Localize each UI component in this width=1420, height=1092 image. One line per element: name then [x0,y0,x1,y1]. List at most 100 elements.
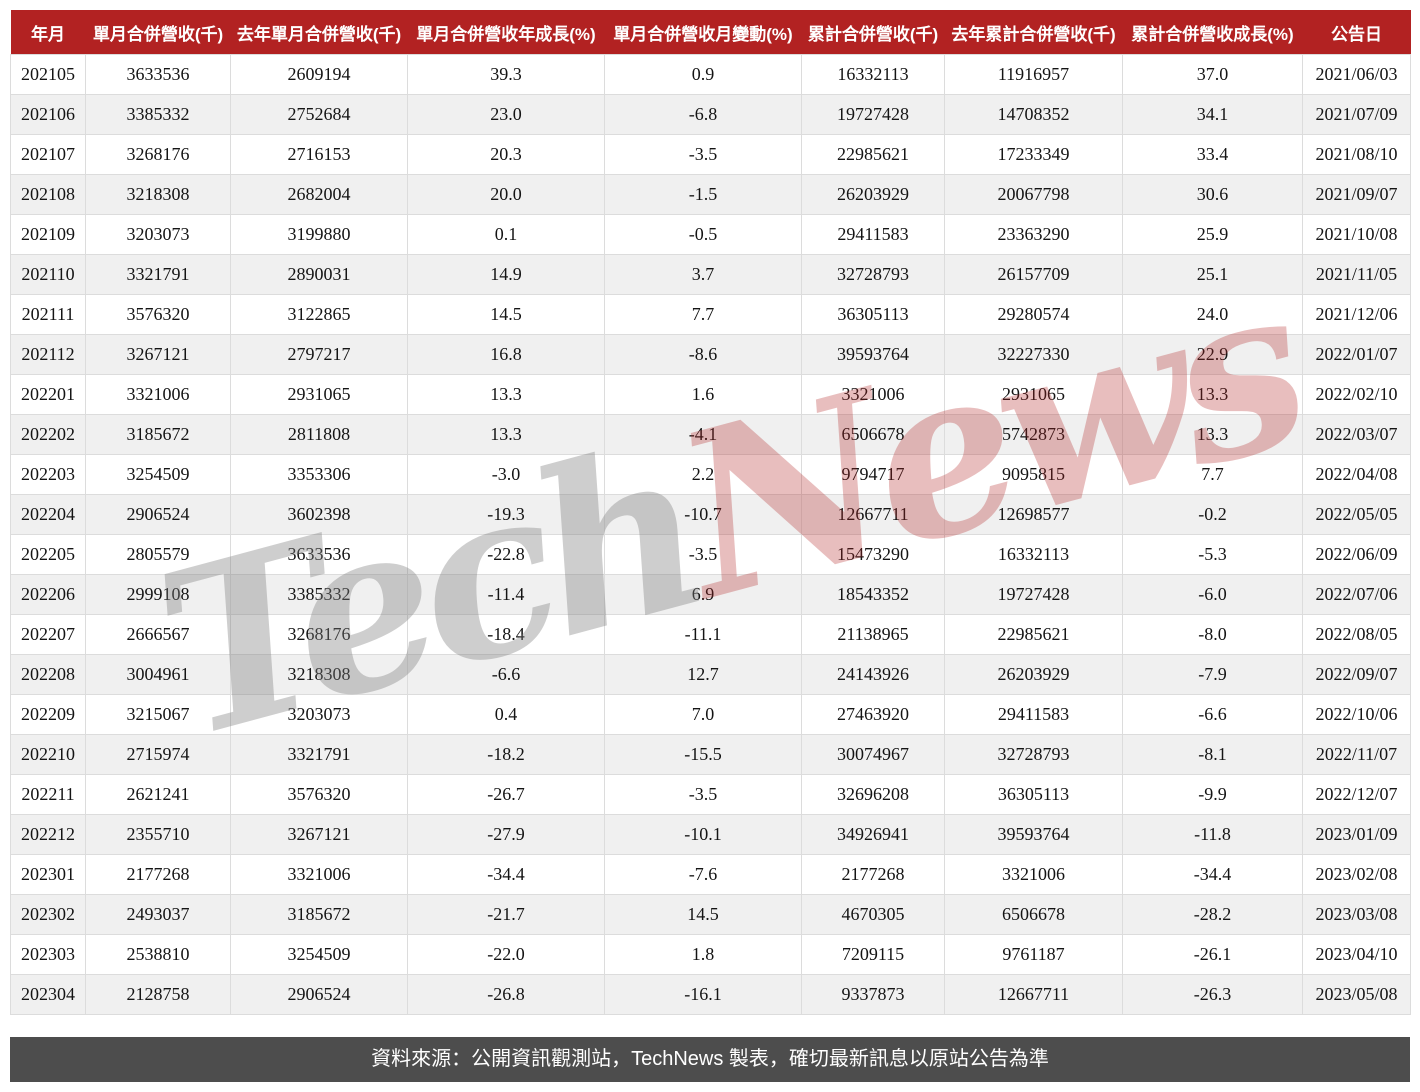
table-row: 202111 3576320 3122865 14.5 7.7 36305113… [10,294,1411,335]
column-header-last-year-cumulative-revenue: 去年累計合併營收(千) [944,10,1123,55]
table-cell: 3576320 [85,294,231,335]
table-cell: 2752684 [230,94,408,135]
announce-date-cell: 2022/03/07 [1302,414,1411,455]
table-row: 202304 2128758 2906524 -26.8 -16.1 93378… [10,974,1411,1015]
table-row: 202212 2355710 3267121 -27.9 -10.1 34926… [10,814,1411,855]
table-cell: 12667711 [944,974,1123,1015]
table-cell: 13.3 [407,414,605,455]
table-cell: 2621241 [85,774,231,815]
table-cell: 20.3 [407,134,605,175]
announce-date-cell: 2023/03/08 [1302,894,1411,935]
table-cell: 30.6 [1122,174,1303,215]
table-cell: 36305113 [801,294,945,335]
table-cell: 5742873 [944,414,1123,455]
table-cell: -8.1 [1122,734,1303,775]
table-cell: -15.5 [604,734,802,775]
table-cell: -18.2 [407,734,605,775]
column-header-mom-change: 單月合併營收月變動(%) [604,10,802,55]
table-cell: -26.1 [1122,934,1303,975]
year-month-cell: 202203 [10,454,86,495]
table-cell: 13.3 [407,374,605,415]
table-cell: 7.0 [604,694,802,735]
table-cell: 22985621 [801,134,945,175]
table-cell: -22.8 [407,534,605,575]
table-cell: 3185672 [85,414,231,455]
table-cell: 2931065 [230,374,408,415]
year-month-cell: 202206 [10,574,86,615]
year-month-cell: 202208 [10,654,86,695]
table-cell: 12667711 [801,494,945,535]
column-header-last-year-monthly-revenue: 去年單月合併營收(千) [230,10,408,55]
table-cell: 30074967 [801,734,945,775]
table-cell: 39593764 [944,814,1123,855]
table-cell: -7.6 [604,854,802,895]
year-month-cell: 202109 [10,214,86,255]
table-cell: 3203073 [230,694,408,735]
table-cell: -6.8 [604,94,802,135]
table-row: 202302 2493037 3185672 -21.7 14.5 467030… [10,894,1411,935]
year-month-cell: 202108 [10,174,86,215]
table-cell: 27463920 [801,694,945,735]
announce-date-cell: 2023/02/08 [1302,854,1411,895]
table-cell: 3321006 [230,854,408,895]
table-cell: 32696208 [801,774,945,815]
table-cell: 19727428 [801,94,945,135]
table-cell: 9095815 [944,454,1123,495]
table-cell: -3.5 [604,134,802,175]
table-row: 202203 3254509 3353306 -3.0 2.2 9794717 … [10,454,1411,495]
table-cell: 16332113 [944,534,1123,575]
table-cell: 2716153 [230,134,408,175]
table-row: 202208 3004961 3218308 -6.6 12.7 2414392… [10,654,1411,695]
table-cell: 2906524 [85,494,231,535]
year-month-cell: 202211 [10,774,86,815]
table-cell: 26157709 [944,254,1123,295]
table-row: 202108 3218308 2682004 20.0 -1.5 2620392… [10,174,1411,215]
table-cell: 14.9 [407,254,605,295]
year-month-cell: 202209 [10,694,86,735]
column-header-monthly-revenue: 單月合併營收(千) [85,10,231,55]
table-cell: -19.3 [407,494,605,535]
table-row: 202109 3203073 3199880 0.1 -0.5 29411583… [10,214,1411,255]
year-month-cell: 202201 [10,374,86,415]
table-row: 202110 3321791 2890031 14.9 3.7 32728793… [10,254,1411,295]
table-cell: 3.7 [604,254,802,295]
table-body: 202105 3633536 2609194 39.3 0.9 16332113… [10,54,1411,1015]
column-header-cumulative-growth: 累計合併營收成長(%) [1122,10,1303,55]
table-cell: -11.1 [604,614,802,655]
year-month-cell: 202202 [10,414,86,455]
table-row: 202202 3185672 2811808 13.3 -4.1 6506678… [10,414,1411,455]
table-cell: -6.0 [1122,574,1303,615]
year-month-cell: 202107 [10,134,86,175]
table-cell: 2493037 [85,894,231,935]
table-cell: 14.5 [407,294,605,335]
table-row: 202105 3633536 2609194 39.3 0.9 16332113… [10,54,1411,95]
table-cell: 7.7 [604,294,802,335]
table-cell: 3215067 [85,694,231,735]
table-row: 202211 2621241 3576320 -26.7 -3.5 326962… [10,774,1411,815]
table-cell: 2797217 [230,334,408,375]
table-cell: 18543352 [801,574,945,615]
table-cell: -34.4 [407,854,605,895]
table-cell: 17233349 [944,134,1123,175]
table-cell: 14.5 [604,894,802,935]
table-cell: 9337873 [801,974,945,1015]
table-cell: 2666567 [85,614,231,655]
year-month-cell: 202111 [10,294,86,335]
table-cell: 3218308 [85,174,231,215]
table-cell: -26.3 [1122,974,1303,1015]
table-cell: 3385332 [230,574,408,615]
table-cell: 3122865 [230,294,408,335]
table-cell: -28.2 [1122,894,1303,935]
table-cell: 21138965 [801,614,945,655]
year-month-cell: 202205 [10,534,86,575]
table-cell: 1.8 [604,934,802,975]
source-note: 資料來源：公開資訊觀測站，TechNews 製表，確切最新訊息以原站公告為準 [10,1037,1410,1082]
year-month-cell: 202110 [10,254,86,295]
table-cell: -26.8 [407,974,605,1015]
announce-date-cell: 2021/08/10 [1302,134,1411,175]
table-row: 202207 2666567 3268176 -18.4 -11.1 21138… [10,614,1411,655]
year-month-cell: 202212 [10,814,86,855]
table-cell: 3268176 [85,134,231,175]
table-row: 202204 2906524 3602398 -19.3 -10.7 12667… [10,494,1411,535]
announce-date-cell: 2023/01/09 [1302,814,1411,855]
